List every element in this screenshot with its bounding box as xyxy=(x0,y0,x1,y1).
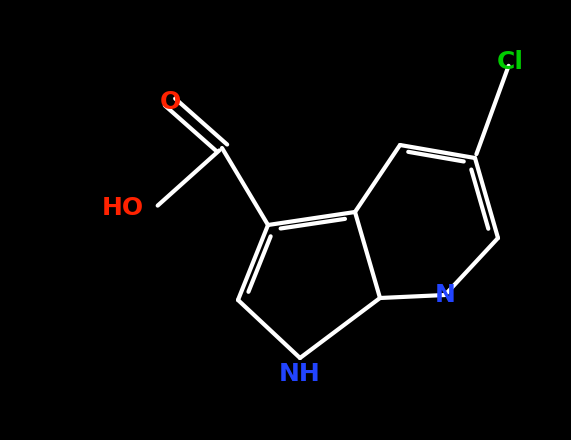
Text: HO: HO xyxy=(102,196,143,220)
Text: N: N xyxy=(435,283,456,307)
Text: Cl: Cl xyxy=(497,50,524,74)
Text: O: O xyxy=(159,90,180,114)
Text: NH: NH xyxy=(279,363,321,386)
